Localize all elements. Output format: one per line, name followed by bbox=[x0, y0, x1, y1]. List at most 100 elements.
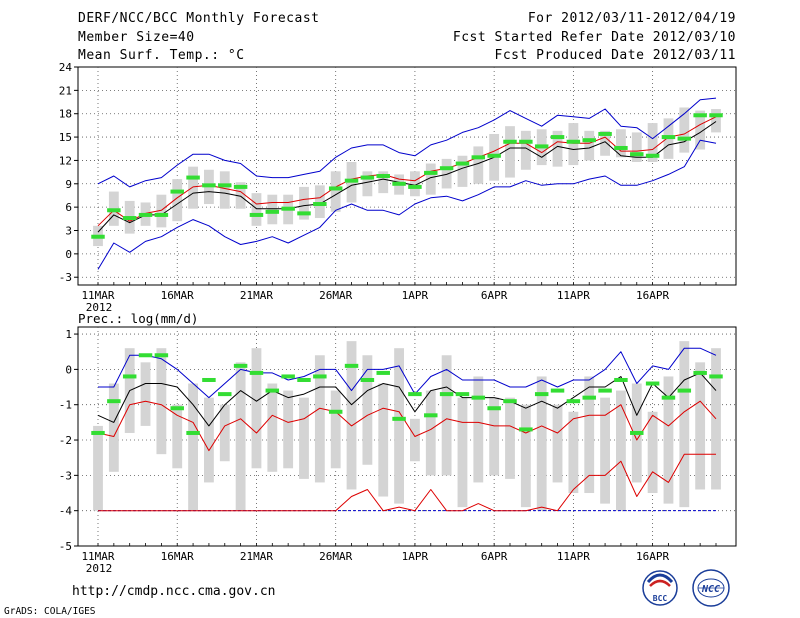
temp-observed-marker bbox=[281, 206, 295, 211]
temp-extreme-max-line bbox=[97, 97, 717, 188]
prec-spread-box bbox=[299, 397, 309, 479]
prec-observed-marker bbox=[91, 430, 105, 435]
temp-spread-box bbox=[235, 182, 246, 209]
prec-observed-marker bbox=[233, 363, 248, 368]
temp-observed-marker bbox=[328, 186, 343, 191]
prec-observed-marker bbox=[455, 392, 470, 397]
prec-observed-marker bbox=[376, 370, 390, 375]
temp-observed-marker bbox=[344, 178, 359, 183]
temp-x-tick-label: 21MAR bbox=[240, 289, 273, 302]
prec-x-tick-label: 16APR bbox=[636, 550, 669, 563]
temp-spread-box bbox=[679, 107, 690, 153]
grads-credit: GrADS: COLA/IGES bbox=[4, 606, 96, 617]
temp-observed-marker bbox=[487, 153, 501, 158]
prec-spread-box bbox=[568, 411, 579, 494]
temperature-panel: -3 0 3 6 9 12 15 18 21 24 11MAR 16MAR 21MAR 26MAR 1APR… bbox=[59, 61, 737, 314]
precipitation-panel: -5 -4 -3 -2 -1 0 1 11MAR 16MAR 21MAR 26MAR 1APR 6APR… bbox=[59, 326, 737, 575]
prec-spread-box bbox=[584, 376, 595, 494]
temp-observed-marker bbox=[582, 138, 596, 143]
temp-observed-marker bbox=[630, 152, 644, 157]
temp-extreme-min-line bbox=[97, 139, 717, 270]
temp-observed-marker bbox=[376, 174, 390, 178]
prec-spread-box bbox=[378, 383, 389, 497]
prec-y-tick-label: -5 bbox=[59, 540, 72, 553]
bcc-logo: BCC bbox=[642, 570, 678, 606]
prec-x-tick-label: 6APR bbox=[481, 550, 508, 563]
temp-y-tick-label: 21 bbox=[59, 84, 72, 97]
prec-x-tick-label: 21MAR bbox=[240, 550, 273, 563]
prec-observed-marker bbox=[709, 374, 723, 379]
prec-y-tick-label: 0 bbox=[65, 363, 72, 376]
prec-observed-marker bbox=[186, 430, 200, 435]
prec-plot-frame bbox=[77, 326, 737, 547]
prec-spread-box bbox=[520, 404, 531, 508]
temp-spread-box bbox=[188, 166, 198, 209]
temp-spread-box bbox=[330, 171, 341, 212]
prec-spread-box bbox=[679, 341, 690, 508]
temp-spread-box bbox=[520, 130, 531, 170]
temp-spread-box bbox=[362, 171, 373, 197]
prec-x-tick-label: 26MAR bbox=[319, 550, 352, 563]
prec-observed-marker bbox=[392, 416, 406, 421]
temp-observed-marker bbox=[360, 175, 375, 180]
prec-observed-marker bbox=[297, 377, 311, 382]
prec-observed-marker bbox=[534, 392, 549, 397]
bcc-logo-arc-red bbox=[649, 579, 671, 587]
chart-title: DERF/NCC/BCC Monthly Forecast bbox=[78, 11, 320, 26]
prec-spread-box bbox=[267, 383, 278, 472]
temp-observed-marker bbox=[122, 216, 137, 221]
prec-observed-marker bbox=[202, 377, 216, 382]
temp-observed-marker bbox=[424, 170, 438, 175]
bcc-logo-text: BCC bbox=[653, 594, 668, 603]
temp-spread-box bbox=[219, 171, 230, 209]
temp-y-tick-label: 9 bbox=[65, 178, 72, 191]
prec-x-tick-label: 11MAR bbox=[81, 550, 114, 563]
temp-observed-marker bbox=[455, 161, 470, 166]
prec-observed-marker bbox=[328, 409, 343, 414]
temp-x-tick-label: 1APR bbox=[402, 289, 429, 302]
member-size-label: Member Size=40 bbox=[78, 30, 195, 45]
ncc-logo-text: NCC bbox=[701, 584, 720, 595]
temp-observed-marker bbox=[297, 211, 311, 216]
prec-y-tick-label: -1 bbox=[59, 399, 72, 412]
prec-spread-box bbox=[536, 376, 547, 511]
temp-observed-marker bbox=[408, 184, 422, 189]
prec-x-tick-label: 1APR bbox=[402, 550, 429, 563]
prec-extreme-max-line bbox=[98, 347, 717, 399]
prec-spread-box bbox=[425, 390, 436, 476]
temp-spread-box bbox=[425, 163, 436, 195]
prec-spread-box bbox=[140, 362, 151, 426]
prec-spread-box bbox=[283, 390, 294, 469]
temp-x-tick-label: 6APR bbox=[481, 289, 508, 302]
temp-observed-marker bbox=[138, 212, 153, 217]
temp-spread-box bbox=[156, 194, 167, 228]
temp-x-tick-label: 11APR bbox=[557, 289, 590, 302]
temp-observed-marker bbox=[91, 234, 105, 239]
prec-observed-marker bbox=[249, 370, 264, 375]
temp-spread-box bbox=[441, 158, 452, 189]
temp-observed-marker bbox=[709, 113, 723, 118]
temp-spread-box bbox=[616, 129, 626, 158]
precip-panel-label: Prec.: log(mm/d) bbox=[78, 311, 198, 326]
temp-observed-marker bbox=[534, 144, 549, 149]
temp-spread-box bbox=[473, 146, 484, 184]
prec-spread-box bbox=[441, 355, 452, 476]
temp-spread-box bbox=[378, 171, 389, 194]
prec-spread-box bbox=[346, 341, 357, 490]
temp-spread-box bbox=[584, 130, 595, 161]
temp-spread-box bbox=[457, 155, 468, 187]
temp-spread-box bbox=[600, 130, 610, 156]
temp-observed-marker bbox=[503, 139, 517, 144]
prec-spread-box bbox=[235, 362, 246, 511]
prec-spread-box bbox=[695, 362, 706, 490]
temp-spread-box bbox=[314, 185, 325, 219]
source-url[interactable]: http://cmdp.ncc.cma.gov.cn bbox=[72, 584, 276, 599]
temp-ensemble-mean-line bbox=[97, 121, 717, 233]
temp-y-tick-label: 6 bbox=[65, 201, 72, 214]
prec-spread-box bbox=[172, 404, 183, 469]
prec-spread-box bbox=[552, 404, 563, 483]
temp-spread-box bbox=[172, 179, 183, 222]
temp-observed-marker bbox=[566, 139, 581, 144]
prec-y-tick-label: -3 bbox=[59, 469, 72, 482]
